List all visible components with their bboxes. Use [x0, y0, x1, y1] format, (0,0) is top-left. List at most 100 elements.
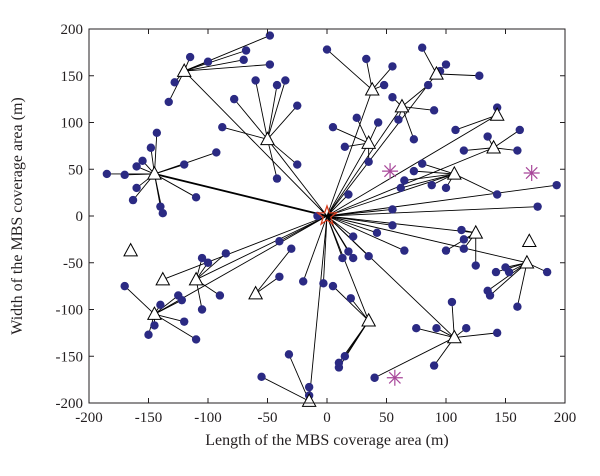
- link-line: [302, 215, 328, 282]
- backhaul-line: [326, 215, 528, 264]
- x-axis-label: Length of the MBS coverage area (m): [205, 432, 448, 449]
- link-line: [233, 98, 268, 140]
- user-point: [346, 294, 355, 303]
- user-point: [177, 295, 187, 305]
- user-point: [501, 263, 510, 272]
- link-line: [493, 129, 521, 149]
- link-lines: [106, 35, 557, 402]
- link-line: [371, 66, 393, 91]
- user-point: [441, 60, 451, 69]
- user-point: [265, 31, 275, 40]
- user-point: [491, 267, 501, 277]
- backhaul-line: [162, 215, 328, 280]
- user-point: [120, 170, 129, 180]
- sbs-triangle: [361, 312, 377, 327]
- x-tick-label: 100: [435, 410, 458, 426]
- x-tick-labels: -200 -150 -100 -50 0 50 100 150 200: [75, 410, 576, 426]
- user-point: [457, 225, 466, 235]
- user-point: [284, 350, 294, 359]
- y-tick-label: -50: [63, 256, 83, 272]
- link-line: [455, 114, 498, 131]
- link-line: [184, 50, 247, 72]
- user-point: [251, 76, 260, 85]
- user-point: [275, 237, 284, 246]
- user-point: [362, 54, 371, 64]
- user-point: [293, 101, 302, 110]
- user-point: [388, 221, 397, 230]
- user-point: [281, 76, 290, 85]
- user-point: [293, 160, 302, 169]
- x-tick-label: -50: [258, 410, 278, 426]
- user-point: [319, 279, 328, 288]
- star-marker: [386, 369, 403, 386]
- backhaul-line: [326, 142, 370, 217]
- link-line: [332, 285, 369, 322]
- user-point: [515, 125, 524, 135]
- y-tick-label: 0: [76, 209, 84, 225]
- user-point: [373, 118, 383, 127]
- sbs-triangle: [146, 165, 162, 180]
- y-tick-label: 200: [61, 22, 84, 38]
- sbs-triangle: [468, 224, 484, 239]
- sbs-triangle: [394, 98, 410, 113]
- user-point: [257, 372, 266, 382]
- star-stroke: [525, 166, 538, 180]
- link-line: [401, 106, 435, 111]
- link-line: [255, 80, 268, 140]
- link-line: [404, 173, 455, 181]
- link-line: [184, 64, 270, 72]
- user-point: [197, 305, 207, 314]
- user-point: [423, 80, 433, 90]
- user-point: [441, 183, 451, 193]
- link-line: [326, 215, 405, 252]
- backhaul-line: [326, 173, 455, 217]
- x-tick-label: 200: [554, 410, 577, 426]
- user-point: [352, 113, 361, 123]
- link-line: [124, 285, 155, 315]
- y-tick-label: 100: [61, 116, 84, 132]
- link-line: [326, 215, 378, 234]
- link-line: [184, 59, 244, 72]
- user-point: [212, 148, 221, 157]
- backhaul-line: [326, 147, 494, 217]
- user-point: [185, 52, 195, 62]
- user-point: [552, 180, 561, 190]
- link-line: [267, 105, 298, 140]
- user-point: [344, 247, 353, 256]
- user-point: [459, 235, 469, 244]
- user-point: [483, 132, 492, 141]
- user-point: [338, 253, 347, 263]
- user-point: [348, 232, 358, 241]
- user-point: [364, 252, 373, 261]
- user-point: [412, 324, 421, 333]
- sbs-triangle: [446, 165, 462, 180]
- link-line: [154, 173, 197, 198]
- user-point: [400, 246, 409, 255]
- link-line: [184, 61, 209, 72]
- backhaul-line: [326, 114, 498, 217]
- y-axis-label: Width of the MBS coverage area (m): [9, 97, 26, 335]
- user-point: [409, 135, 419, 144]
- link-line: [400, 173, 455, 189]
- user-point: [170, 78, 179, 87]
- link-line: [422, 163, 455, 175]
- backhaul-line: [326, 215, 370, 321]
- sbs-triangle: [521, 233, 537, 247]
- user-points: [102, 31, 561, 400]
- link-line: [195, 253, 227, 280]
- user-point: [513, 302, 522, 311]
- sbs-triangle: [123, 242, 139, 257]
- user-point: [156, 202, 165, 211]
- user-point: [218, 122, 227, 132]
- user-point: [388, 205, 397, 214]
- link-line: [436, 73, 480, 77]
- user-point: [427, 180, 436, 190]
- backhaul-line: [195, 215, 328, 280]
- backhaul-line: [183, 70, 328, 217]
- user-point: [203, 258, 213, 267]
- backhaul-line: [326, 89, 373, 217]
- link-line: [332, 126, 369, 144]
- user-point: [241, 46, 251, 55]
- user-point: [203, 57, 213, 66]
- user-point: [180, 160, 189, 169]
